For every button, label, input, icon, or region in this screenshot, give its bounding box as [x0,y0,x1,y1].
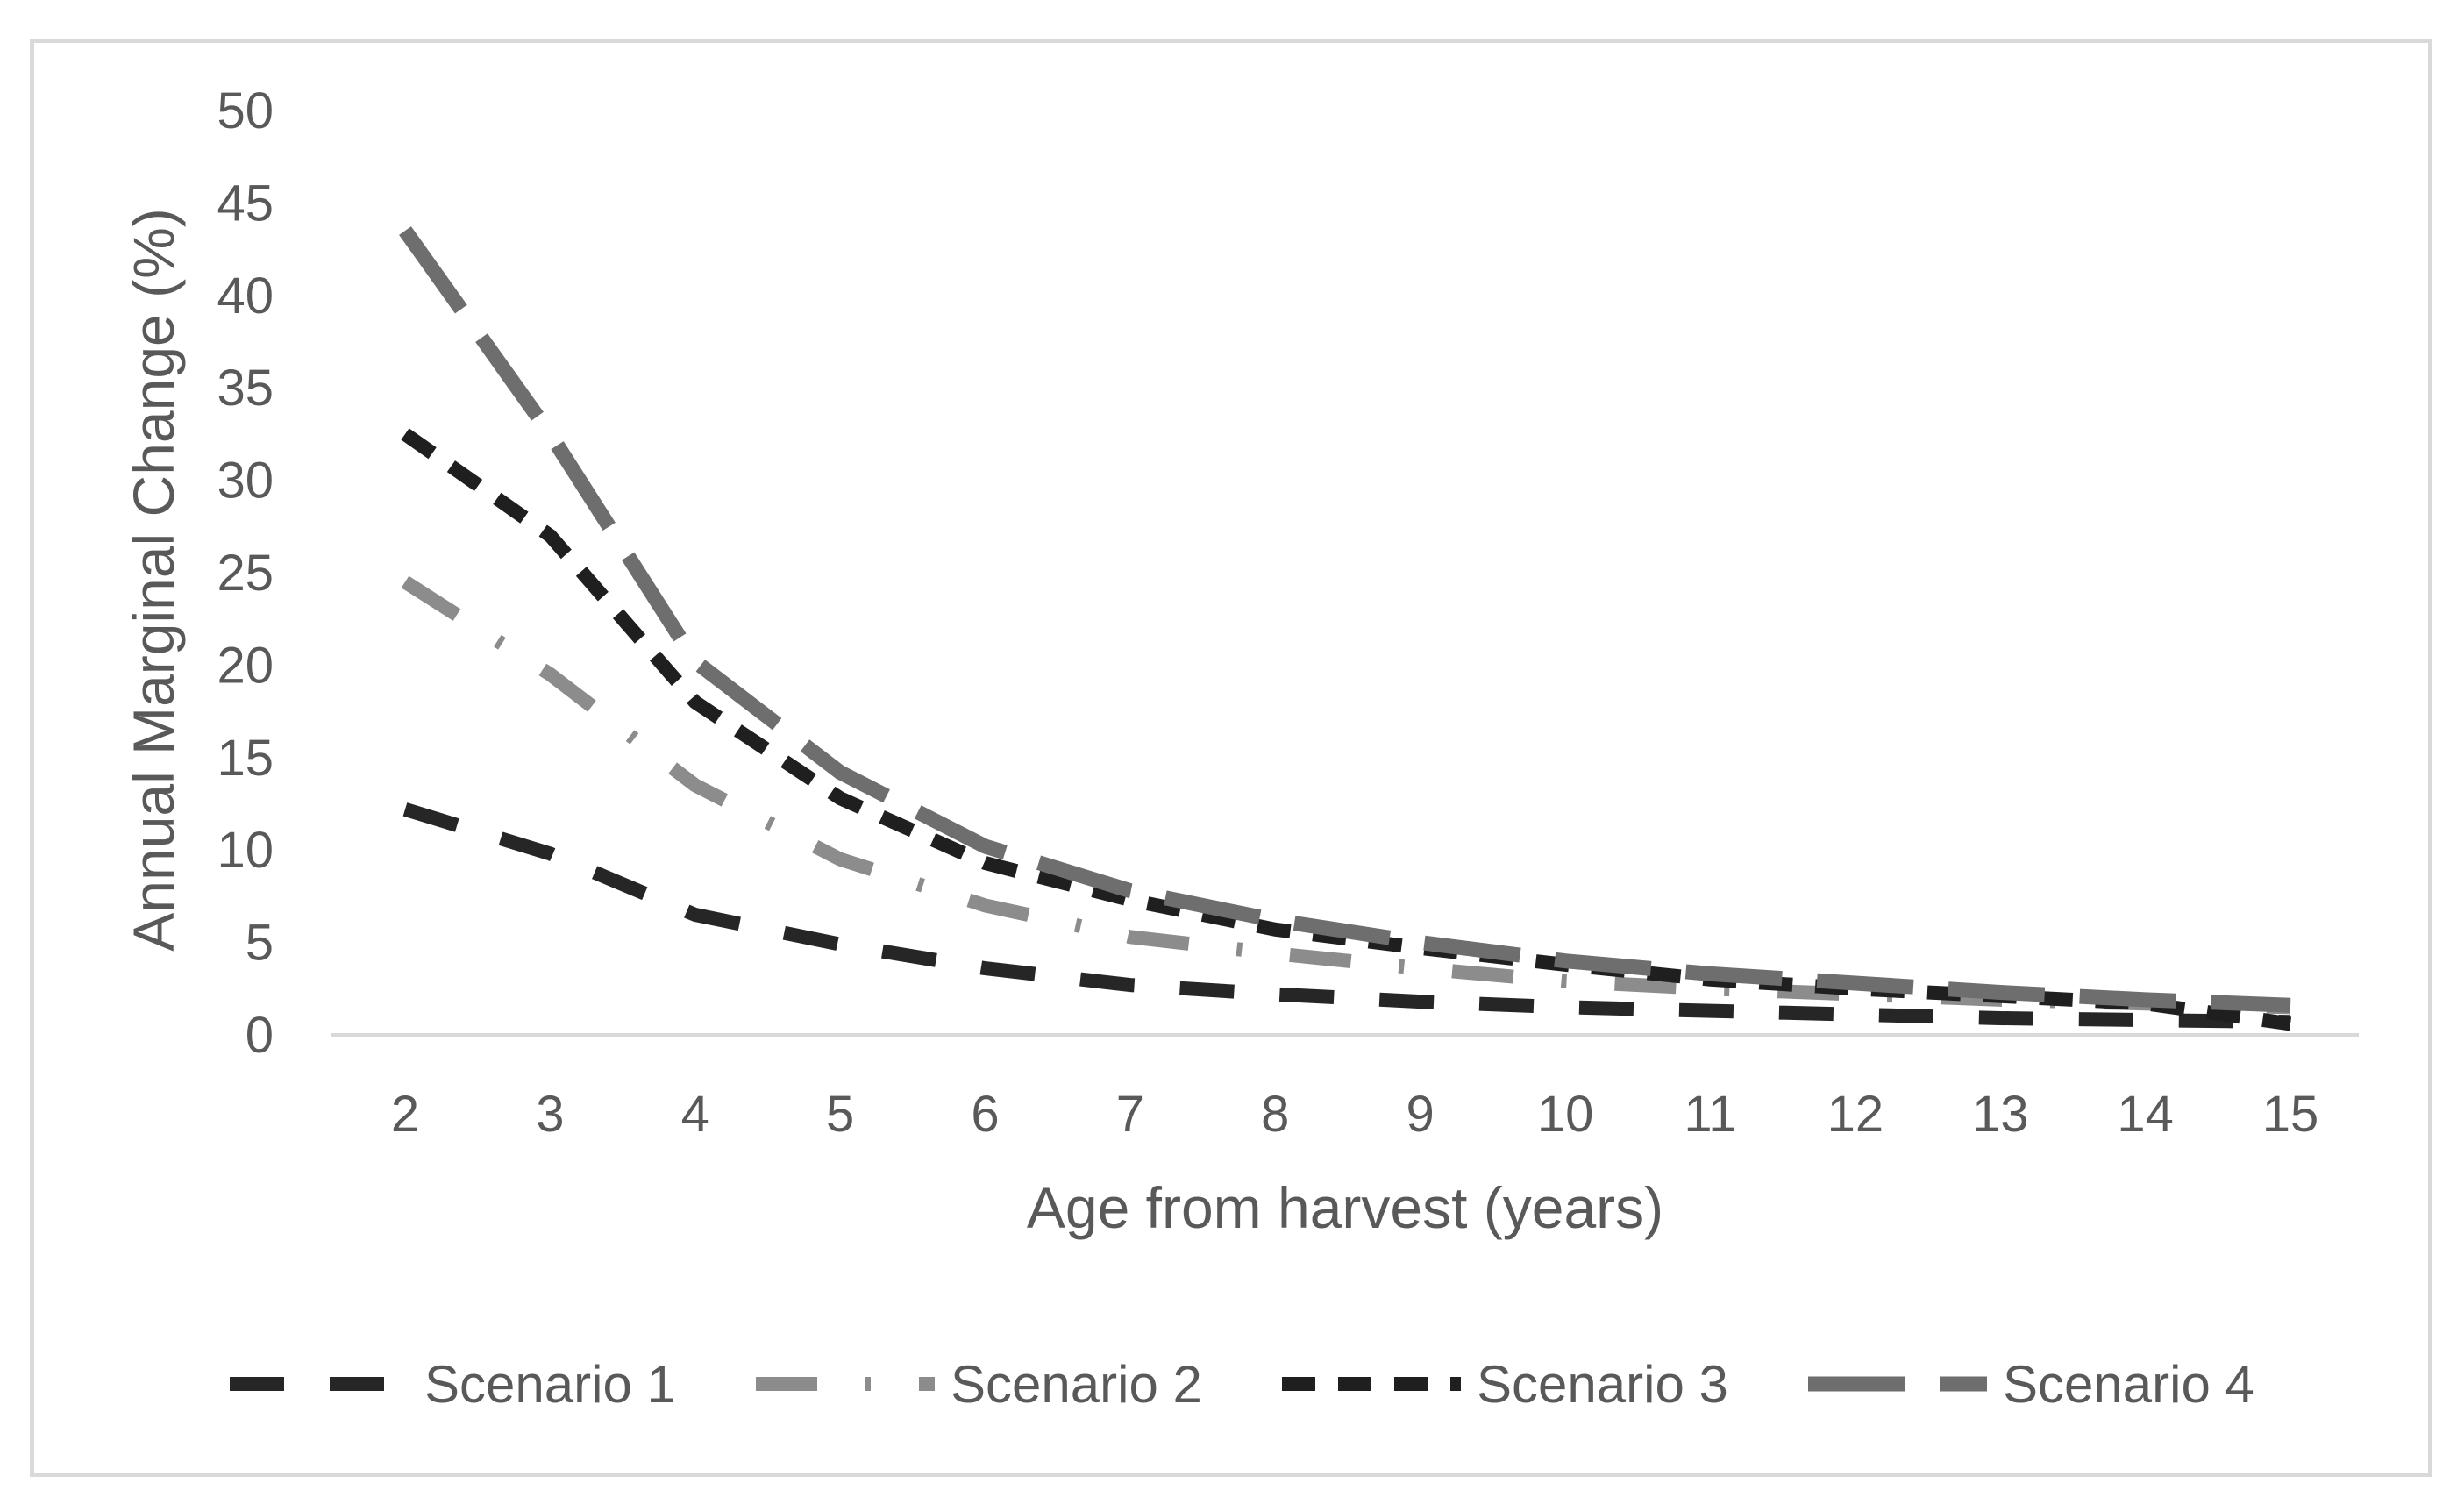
series-line-scenario-4 [399,226,2291,1013]
x-tick-label: 12 [1827,1086,1884,1143]
x-tick-label: 7 [1116,1086,1144,1143]
series-lines [399,226,2292,1031]
x-tick-label: 13 [1972,1086,2029,1143]
y-tick-label: 10 [217,822,274,879]
y-tick-label: 40 [217,267,274,325]
x-tick-label: 5 [826,1086,854,1143]
x-tick-label: 8 [1261,1086,1289,1143]
y-tick-label: 50 [217,82,274,139]
x-tick-label: 2 [391,1086,419,1143]
legend-label: Scenario 3 [1477,1355,1728,1414]
legend-item-scenario-3: Scenario 3 [1282,1355,1728,1414]
series-line-scenario-2 [401,575,2291,1015]
series-line-scenario-1 [402,802,2291,1030]
y-axis-title: Annual Marginal Change (%) [121,208,186,951]
x-tick-label: 6 [971,1086,999,1143]
y-tick-label: 45 [217,175,274,232]
y-tick-label: 20 [217,637,274,694]
y-tick-label: 15 [217,730,274,787]
x-tick-label: 15 [2262,1086,2319,1143]
x-tick-label: 4 [681,1086,709,1143]
y-tick-label: 0 [246,1007,274,1064]
x-axis-title: Age from harvest (years) [1027,1175,1663,1240]
x-tick-label: 9 [1406,1086,1435,1143]
legend-item-scenario-4: Scenario 4 [1808,1355,2254,1414]
x-tick-label: 3 [536,1086,564,1143]
x-axis-ticks: 2 3 4 5 6 7 8 9 10 11 12 13 14 15 [391,1086,2318,1143]
legend-label: Scenario 1 [424,1355,676,1414]
y-tick-label: 5 [246,915,274,972]
y-axis-ticks: 0 5 10 15 20 25 30 35 40 45 50 [217,82,274,1064]
x-tick-label: 14 [2117,1086,2174,1143]
legend-item-scenario-1: Scenario 1 [230,1355,676,1414]
y-tick-label: 30 [217,453,274,510]
y-tick-label: 35 [217,360,274,417]
legend-label: Scenario 4 [2003,1355,2254,1414]
legend-item-scenario-2: Scenario 2 [756,1355,1202,1414]
x-tick-label: 10 [1537,1086,1594,1143]
x-tick-label: 11 [1684,1086,1736,1143]
legend: Scenario 1 Scenario 2 Scenario 3 Scenario 4 [230,1355,2254,1414]
legend-label: Scenario 2 [951,1355,1202,1414]
y-tick-label: 25 [217,545,274,602]
